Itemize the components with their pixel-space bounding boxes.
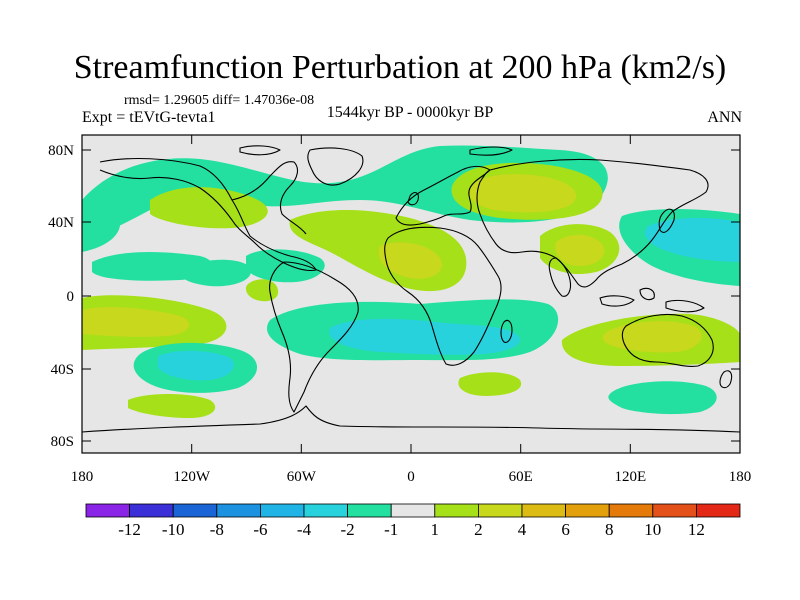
lon-label-180w: 180	[71, 469, 94, 485]
lat-label-40s: 40S	[51, 362, 74, 378]
colorbar-swatch	[216, 503, 261, 518]
contour-neg-socean	[608, 381, 717, 415]
coast-europe	[395, 165, 491, 226]
colorbar-label: -4	[297, 520, 312, 539]
colorbar-swatch	[390, 503, 436, 518]
colorbar-swatch	[434, 503, 479, 518]
coast-antarctica	[82, 405, 740, 433]
colorbar-swatch	[259, 503, 305, 518]
colorbar-swatch	[477, 503, 523, 518]
lat-tick-marks	[82, 149, 740, 442]
coast-arctic-a	[239, 145, 281, 156]
colorbar-label: 4	[518, 520, 527, 539]
colorbar-swatch	[652, 503, 697, 518]
lat-label-40n: 40N	[48, 215, 74, 231]
coast-newguinea	[665, 299, 705, 313]
lat-label-0: 0	[67, 289, 75, 305]
coast-newzealand	[719, 370, 733, 389]
coast-arctic-b	[469, 146, 513, 156]
lon-label-180e: 180	[729, 469, 752, 485]
contour-pos-npac	[150, 187, 268, 229]
lon-label-0: 0	[407, 469, 415, 485]
contour-neg-camerica	[246, 249, 325, 283]
colorbar-swatch	[85, 503, 130, 518]
coast-australia	[621, 313, 714, 367]
contour-fields	[82, 145, 740, 418]
lon-label-120e: 120E	[614, 469, 646, 485]
colorbar-label: 1	[431, 520, 440, 539]
coast-greenland	[307, 147, 364, 186]
lat-label-80s: 80S	[51, 434, 74, 450]
stats-text: rmsd= 1.29605 diff= 1.47036e-08	[124, 93, 315, 108]
contour-pos-spac-core	[82, 307, 190, 337]
coast-japan	[658, 208, 675, 233]
colorbar-swatch	[521, 503, 566, 518]
colorbar-swatch	[347, 503, 392, 518]
coast-uk	[407, 191, 419, 206]
contour-pos-atlantic-core	[378, 242, 442, 279]
contour-pos-sind	[458, 372, 522, 396]
colorbar: -12 -10 -8 -6 -4 -2 -1 1 2 4 6 8 10 12	[85, 503, 741, 539]
contour-pos-asia-core	[555, 234, 605, 266]
contour-pos-aus-core	[602, 321, 702, 353]
colorbar-swatch	[129, 503, 174, 518]
lon-label-60e: 60E	[509, 469, 533, 485]
colorbar-label: -2	[341, 520, 355, 539]
colorbar-label: 10	[644, 520, 661, 539]
colorbar-label: -10	[162, 520, 185, 539]
lon-tick-marks	[81, 135, 741, 453]
colorbar-swatch	[303, 503, 348, 518]
season-label: ANN	[707, 109, 742, 126]
colorbar-swatch	[696, 503, 741, 518]
colorbar-label: -6	[253, 520, 267, 539]
coast-madagascar	[500, 319, 513, 343]
colorbar-label: -1	[384, 520, 398, 539]
coast-south-america	[269, 261, 359, 413]
lon-label-60w: 60W	[287, 469, 317, 485]
coast-indonesia-a	[599, 295, 635, 307]
figure-title: Streamfunction Perturbation at 200 hPa (…	[73, 49, 727, 86]
colorbar-label: 8	[605, 520, 614, 539]
coast-indonesia-b	[639, 287, 655, 301]
coast-north-america-east	[231, 161, 307, 235]
contour-pos-eurasia-core	[469, 174, 577, 213]
colorbar-label: -8	[210, 520, 224, 539]
lat-label-80n: 80N	[48, 143, 74, 159]
contour-pos-sam	[128, 394, 216, 418]
contour-neg-satl-core	[329, 318, 521, 355]
coast-asia	[476, 158, 709, 288]
coast-north-america	[99, 157, 317, 272]
contour-neg-spac-core	[158, 350, 234, 381]
colorbar-swatch	[172, 503, 218, 518]
colorbar-label: -12	[118, 520, 141, 539]
colorbar-label: 2	[474, 520, 483, 539]
contour-neg-westpac	[82, 198, 121, 252]
colorbar-swatch	[565, 503, 610, 518]
lon-label-120w: 120W	[173, 469, 211, 485]
period-label: 1544kyr BP - 0000kyr BP	[326, 104, 494, 121]
coast-india	[548, 257, 572, 297]
experiment-label: Expt = tEVtG-tevta1	[82, 109, 216, 126]
colorbar-label: 12	[688, 520, 705, 539]
colorbar-swatch	[608, 503, 654, 518]
colorbar-label: 6	[561, 520, 570, 539]
coastlines	[82, 145, 740, 433]
coast-africa	[384, 226, 502, 366]
contour-neg-epac-b	[179, 259, 251, 287]
